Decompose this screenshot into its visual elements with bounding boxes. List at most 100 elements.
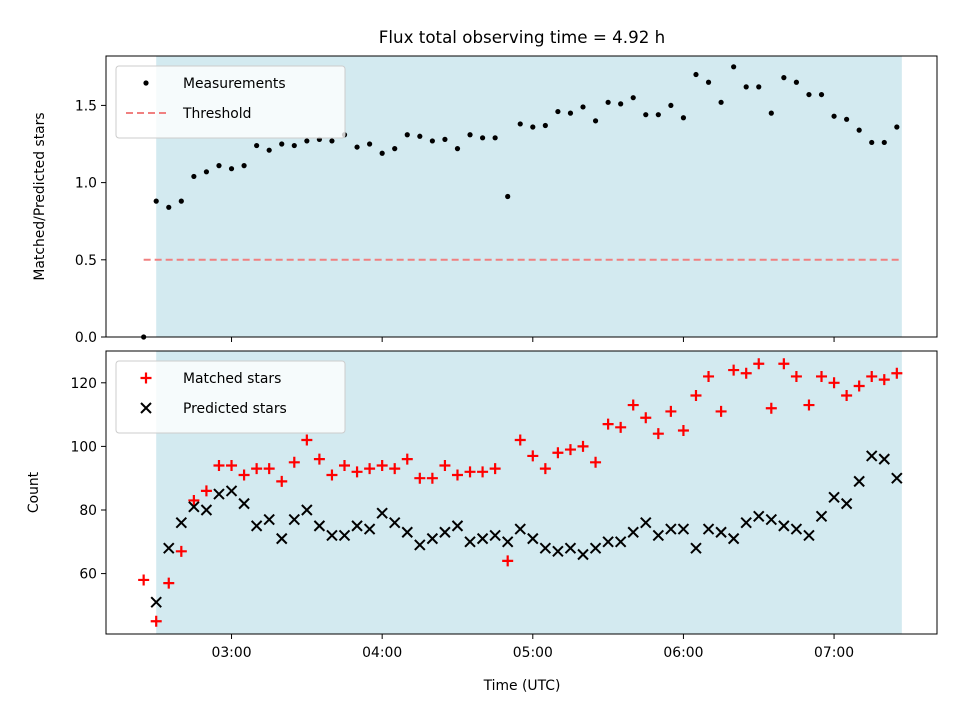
data-point xyxy=(828,377,840,389)
data-point xyxy=(426,532,439,545)
data-point xyxy=(894,124,900,130)
data-point xyxy=(781,75,787,81)
y-tick-label: 60 xyxy=(79,567,97,583)
legend-label: Predicted stars xyxy=(183,401,287,417)
data-point xyxy=(401,526,413,538)
data-point xyxy=(614,536,627,548)
data-point xyxy=(266,147,272,153)
data-point xyxy=(841,390,853,402)
data-point xyxy=(768,110,774,116)
y-axis-label: Matched/Predicted stars xyxy=(32,112,48,280)
data-point xyxy=(389,517,401,529)
data-point xyxy=(241,163,247,169)
data-point xyxy=(363,523,376,535)
data-point xyxy=(693,71,699,78)
data-point xyxy=(276,475,288,487)
data-point xyxy=(301,434,313,446)
x-tick-label: 07:00 xyxy=(814,645,854,661)
data-point xyxy=(891,472,903,484)
x-tick-label: 04:00 xyxy=(362,645,402,661)
data-point xyxy=(580,104,586,110)
legend-label: Matched stars xyxy=(183,371,281,387)
data-point xyxy=(891,367,903,379)
data-point xyxy=(530,124,536,130)
data-point xyxy=(602,418,614,430)
data-point xyxy=(790,523,803,535)
data-point xyxy=(464,466,476,478)
legend-box xyxy=(115,360,346,434)
y-tick-label: 1.0 xyxy=(75,176,97,192)
data-point xyxy=(615,421,627,433)
data-point xyxy=(200,504,213,516)
y-tick-label: 0.0 xyxy=(75,330,97,346)
data-point xyxy=(555,108,561,115)
data-point xyxy=(376,459,388,471)
data-point xyxy=(150,615,162,627)
data-point xyxy=(665,523,677,535)
data-point xyxy=(715,405,727,417)
count-panel: 60 80 100 120 03:00 04:00 05:00 06:00 07:00 Count… xyxy=(26,350,938,661)
data-point xyxy=(878,453,890,465)
legend: Measurements Threshold xyxy=(115,65,346,139)
data-point xyxy=(288,513,301,526)
data-point xyxy=(426,472,438,484)
data-point xyxy=(703,370,715,382)
data-point xyxy=(705,79,712,85)
data-point xyxy=(326,529,338,542)
data-point xyxy=(326,469,338,481)
data-point xyxy=(806,91,812,98)
x-tick-label: 03:00 xyxy=(212,645,252,661)
data-point xyxy=(778,358,790,370)
data-point xyxy=(577,440,589,452)
data-point xyxy=(527,532,539,545)
data-point xyxy=(542,122,548,129)
data-point xyxy=(803,529,815,542)
data-point xyxy=(878,374,890,386)
data-point xyxy=(640,517,652,529)
data-point xyxy=(216,163,222,169)
legend: Matched stars Predicted stars xyxy=(115,360,346,434)
data-point xyxy=(467,132,473,138)
data-point xyxy=(505,193,511,200)
axes-frame xyxy=(105,55,938,338)
data-point xyxy=(690,390,702,402)
data-point xyxy=(881,139,887,146)
data-point xyxy=(514,523,526,535)
data-point xyxy=(153,198,159,204)
data-point xyxy=(778,520,790,532)
data-point xyxy=(191,173,197,180)
data-point xyxy=(417,133,423,139)
data-point xyxy=(464,536,476,548)
data-point xyxy=(175,545,187,557)
data-point xyxy=(844,116,850,122)
data-point xyxy=(414,472,426,484)
data-point xyxy=(552,447,564,459)
data-point xyxy=(279,141,285,147)
data-point xyxy=(439,526,451,538)
data-point xyxy=(429,138,435,144)
data-point xyxy=(740,367,752,379)
data-point xyxy=(251,463,263,475)
data-point xyxy=(364,463,376,475)
data-point xyxy=(680,115,687,121)
data-point xyxy=(866,370,878,382)
data-point xyxy=(250,520,263,532)
legend-marker xyxy=(143,80,149,86)
data-point xyxy=(288,456,300,468)
data-point xyxy=(765,513,778,526)
data-point xyxy=(731,64,737,70)
chart-title: Flux total observing time = 4.92 h xyxy=(379,27,665,47)
series-predicted-stars xyxy=(150,450,903,608)
data-point xyxy=(753,358,765,370)
data-point xyxy=(354,144,360,150)
data-point xyxy=(379,150,385,156)
data-point xyxy=(313,520,326,532)
data-point xyxy=(263,513,275,526)
data-point xyxy=(828,491,840,503)
ratio-panel: 0.0 0.5 1.0 1.5 Matched/Predicted stars Measu… xyxy=(32,55,938,346)
data-point xyxy=(178,198,184,204)
data-point xyxy=(627,399,639,411)
data-point xyxy=(765,402,777,414)
data-point xyxy=(392,146,398,152)
